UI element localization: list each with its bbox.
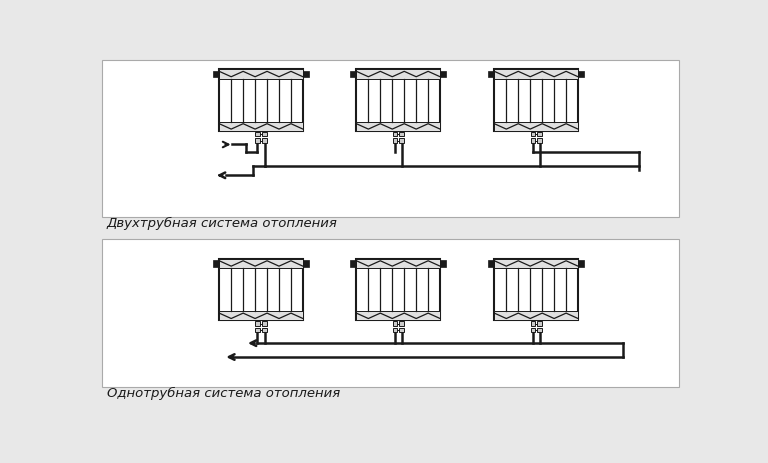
Bar: [531, 328, 535, 332]
Bar: [399, 328, 404, 332]
Bar: [262, 132, 266, 137]
Bar: [531, 138, 535, 143]
Bar: [495, 259, 578, 268]
Bar: [262, 138, 266, 143]
Bar: [578, 71, 584, 77]
Bar: [392, 328, 397, 332]
Bar: [256, 321, 260, 326]
Bar: [440, 71, 446, 77]
Bar: [399, 132, 404, 137]
Bar: [219, 69, 303, 79]
Bar: [219, 69, 303, 131]
Bar: [356, 69, 440, 131]
Bar: [537, 132, 541, 137]
Bar: [392, 132, 397, 137]
Bar: [537, 328, 541, 332]
Bar: [303, 71, 310, 77]
Bar: [356, 311, 440, 320]
Bar: [531, 132, 535, 137]
Bar: [102, 239, 679, 387]
Bar: [537, 138, 541, 143]
Text: Двухтрубная система отопления: Двухтрубная система отопления: [107, 217, 338, 230]
Bar: [219, 259, 303, 268]
Bar: [256, 328, 260, 332]
Bar: [256, 132, 260, 137]
Bar: [495, 122, 578, 131]
Bar: [213, 260, 219, 267]
Bar: [488, 71, 495, 77]
Bar: [102, 60, 679, 217]
Bar: [392, 138, 397, 143]
Bar: [213, 71, 219, 77]
Bar: [392, 321, 397, 326]
Bar: [531, 321, 535, 326]
Bar: [495, 69, 578, 131]
Bar: [495, 311, 578, 320]
Bar: [262, 328, 266, 332]
Bar: [495, 69, 578, 79]
Bar: [356, 259, 440, 268]
Bar: [537, 321, 541, 326]
Bar: [350, 71, 356, 77]
Bar: [356, 122, 440, 131]
Bar: [256, 138, 260, 143]
Bar: [578, 260, 584, 267]
Text: Однотрубная система отопления: Однотрубная система отопления: [107, 388, 340, 400]
Bar: [303, 260, 310, 267]
Bar: [399, 321, 404, 326]
Bar: [219, 259, 303, 320]
Bar: [356, 259, 440, 320]
Bar: [350, 260, 356, 267]
Bar: [495, 259, 578, 320]
Bar: [219, 311, 303, 320]
Bar: [440, 260, 446, 267]
Bar: [356, 69, 440, 79]
Bar: [219, 122, 303, 131]
Bar: [399, 138, 404, 143]
Bar: [262, 321, 266, 326]
Bar: [488, 260, 495, 267]
